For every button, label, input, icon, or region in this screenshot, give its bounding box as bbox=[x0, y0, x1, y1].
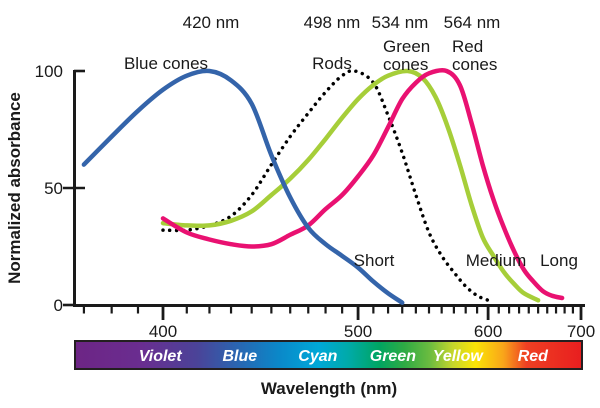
spectrum-label-yellow: Yellow bbox=[433, 348, 485, 365]
peak-label-rods: 498 nm bbox=[304, 13, 361, 32]
x-tick-label-600: 600 bbox=[474, 322, 502, 341]
spectrum-label-green: Green bbox=[370, 348, 416, 365]
spectrum-bar-labels: Violet Blue Cyan Green Yellow Red bbox=[139, 348, 549, 365]
spectrum-bar bbox=[74, 340, 583, 370]
peak-label-green: 534 nm bbox=[372, 13, 429, 32]
spectrum-label-blue: Blue bbox=[222, 348, 257, 365]
peak-label-red: 564 nm bbox=[444, 13, 501, 32]
curve-label-rods: Rods bbox=[312, 54, 352, 73]
peak-label-blue: 420 nm bbox=[183, 13, 240, 32]
x-axis: 400 500 600 700 bbox=[73, 304, 595, 341]
curve-blue-cones bbox=[81, 68, 405, 305]
curve-rods bbox=[161, 68, 495, 305]
curve-label-green-cones-line2: cones bbox=[383, 55, 428, 74]
spectrum-label-cyan: Cyan bbox=[298, 348, 337, 365]
spectrum-label-red: Red bbox=[518, 348, 549, 365]
curve-label-blue-cones: Blue cones bbox=[124, 54, 208, 73]
y-tick-label-100: 100 bbox=[35, 62, 63, 81]
x-tick-label-500: 500 bbox=[344, 322, 372, 341]
curve-red-cones bbox=[160, 68, 565, 301]
y-axis: 0 50 100 bbox=[35, 62, 85, 315]
plot-curves bbox=[81, 68, 565, 305]
x-tick-label-700: 700 bbox=[567, 322, 595, 341]
x-tick-label-400: 400 bbox=[149, 322, 177, 341]
x-axis-title: Wavelength (nm) bbox=[261, 379, 397, 398]
curve-label-green-cones-line1: Green bbox=[383, 37, 430, 56]
y-tick-label-0: 0 bbox=[54, 296, 63, 315]
y-tick-label-50: 50 bbox=[44, 179, 63, 198]
cone-type-label-long: Long bbox=[540, 251, 578, 270]
curve-label-red-cones-line1: Red bbox=[452, 37, 483, 56]
curve-label-red-cones-line2: cones bbox=[452, 55, 497, 74]
spectrum-label-violet: Violet bbox=[139, 348, 183, 365]
curve-green-cones bbox=[160, 68, 541, 303]
cone-type-label-medium: Medium bbox=[466, 251, 526, 270]
cone-type-label-short: Short bbox=[354, 251, 395, 270]
y-axis-title: Normalized absorbance bbox=[5, 92, 24, 284]
